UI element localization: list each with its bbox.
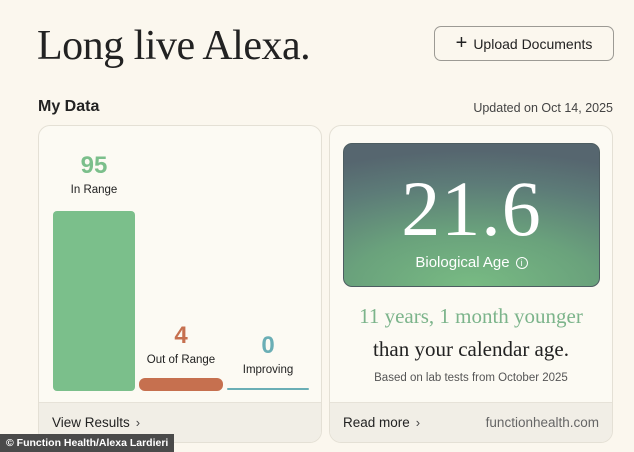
improving-bar <box>227 388 309 390</box>
out-of-range-label: Out of Range <box>146 354 216 366</box>
section-title: My Data <box>38 98 100 115</box>
chevron-right-icon: › <box>135 415 141 430</box>
improving-count: 0 <box>261 332 275 359</box>
chevron-right-icon: › <box>415 415 421 430</box>
in-range-label: In Range <box>70 184 118 196</box>
plus-icon: + <box>455 31 468 54</box>
view-results-label: View Results <box>52 415 130 430</box>
info-icon[interactable]: i <box>515 256 528 269</box>
out-of-range-bar <box>139 378 223 391</box>
results-card: 95 In Range 4 Out of Range 0 Improving V… <box>38 125 322 443</box>
updated-date: Updated on Oct 14, 2025 <box>473 101 613 115</box>
biological-age-panel: 21.6 Biological Age i <box>343 143 600 287</box>
improving-label: Improving <box>242 364 294 376</box>
biological-age-card: 21.6 Biological Age i 11 years, 1 month … <box>329 125 613 443</box>
in-range-count: 95 <box>80 152 108 179</box>
biological-age-value: 21.6 <box>401 165 542 252</box>
improving-stat: 0 Improving <box>227 332 309 377</box>
biological-age-heading: Biological Age i <box>415 254 528 271</box>
upload-documents-label: Upload Documents <box>473 35 593 52</box>
out-of-range-count: 4 <box>174 322 188 349</box>
read-more-link[interactable]: Read more › <box>343 415 420 430</box>
in-range-bar <box>53 211 135 391</box>
page-title: Long live Alexa. <box>37 23 311 69</box>
function-health-domain[interactable]: functionhealth.com <box>485 415 599 430</box>
view-results-link[interactable]: View Results › <box>52 415 140 430</box>
biological-age-card-footer: Read more › functionhealth.com <box>330 402 612 442</box>
biological-age-label: Biological Age <box>415 254 510 271</box>
upload-documents-button[interactable]: + Upload Documents <box>434 26 614 61</box>
read-more-label: Read more <box>343 415 410 430</box>
out-of-range-stat: 4 Out of Range <box>139 322 223 367</box>
calendar-age-text: than your calendar age. <box>373 337 569 361</box>
younger-text: 11 years, 1 month younger <box>359 304 583 328</box>
based-on-text: Based on lab tests from October 2025 <box>374 372 568 384</box>
photo-credit: © Function Health/Alexa Lardieri <box>0 434 175 452</box>
in-range-stat: 95 In Range <box>53 152 135 197</box>
